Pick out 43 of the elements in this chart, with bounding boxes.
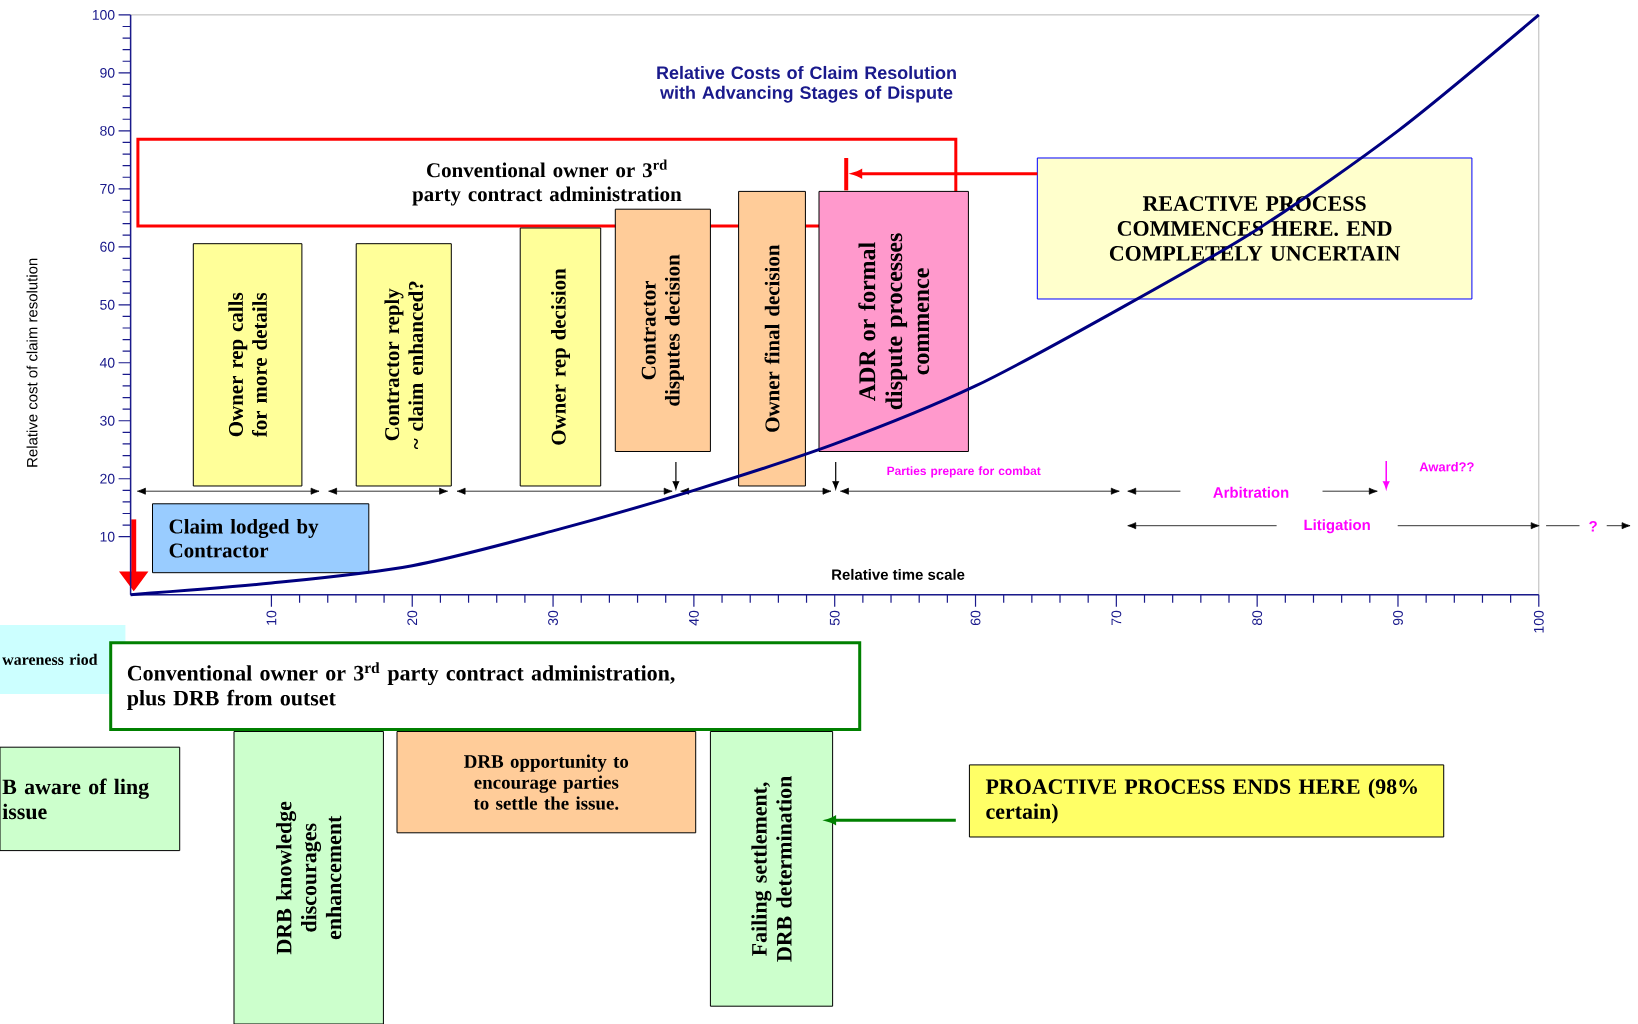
annotation: Conventional owner or 3$^{rd}$ party contract administration bbox=[412, 159, 682, 206]
annotation: Owner rep calls for more details bbox=[228, 292, 267, 438]
annotation: Claim lodged by Contractor bbox=[169, 518, 319, 558]
x-tick-label: 40 bbox=[688, 610, 699, 626]
text: B aware of ling issue bbox=[2, 778, 149, 820]
y-tick-label: 70 bbox=[100, 183, 115, 194]
annotation: Award?? bbox=[1419, 461, 1474, 472]
y-tick-label: 60 bbox=[100, 241, 115, 252]
text: Failing settlement, DRB determination bbox=[751, 776, 792, 962]
annotation: Owner final decision bbox=[764, 244, 780, 432]
x-tick-label: 90 bbox=[1393, 610, 1403, 626]
x-tick-label: 60 bbox=[970, 610, 981, 626]
text: PROACTIVE PROCESS ENDS HERE (98% certain) bbox=[985, 778, 1417, 824]
annotation: Owner rep decision bbox=[551, 268, 570, 445]
y-tick-label: 40 bbox=[99, 357, 115, 368]
annotation: Arbitration bbox=[1213, 486, 1289, 498]
x-axis-title: Relative time scale bbox=[832, 568, 965, 580]
text: DRB opportunity to encourage parties to settle the issue. bbox=[464, 754, 629, 810]
x-tick-label: 80 bbox=[1252, 610, 1263, 626]
y-tick-label: 90 bbox=[100, 67, 115, 78]
annotation: Contractor reply ~ claim enhanced? bbox=[384, 281, 424, 450]
text: ? bbox=[1589, 520, 1597, 532]
text: Conventional owner or 3$^{rd}$ party contract administration, plus DRB from outset bbox=[127, 662, 675, 710]
x-tick-label: 50 bbox=[829, 610, 840, 626]
text: DRB knowledge discourages enhancement bbox=[276, 801, 342, 955]
y-axis-title: Relative cost of claim resolution bbox=[26, 258, 38, 467]
x-tick-label: 20 bbox=[407, 610, 418, 626]
y-tick-label: 20 bbox=[100, 473, 115, 484]
y-tick-label: 10 bbox=[100, 531, 115, 542]
x-tick-label: 100 bbox=[1533, 610, 1544, 633]
annotation: ADR or formal dispute processes commence bbox=[858, 233, 930, 410]
y-tick-label: 80 bbox=[100, 125, 115, 136]
y-tick-label: 100 bbox=[92, 9, 115, 20]
annotation: Contractor disputes decision bbox=[641, 254, 684, 406]
annotation: Parties prepare for combat bbox=[887, 466, 1041, 478]
x-tick-label: 70 bbox=[1111, 610, 1122, 626]
y-tick-label: 30 bbox=[100, 415, 115, 426]
annotation: Litigation bbox=[1304, 519, 1370, 534]
x-tick-label: 30 bbox=[548, 610, 558, 626]
x-tick-label: 10 bbox=[266, 610, 277, 625]
text: wareness riod bbox=[2, 653, 98, 665]
y-tick-label: 50 bbox=[100, 299, 115, 310]
text: Relative Costs of Claim Resolution with Advancing Stages of Dispute bbox=[657, 65, 956, 103]
